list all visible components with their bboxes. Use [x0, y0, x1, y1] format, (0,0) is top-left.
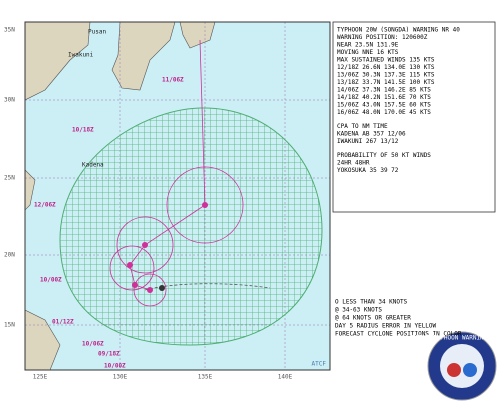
panel-line: 16/06Z 48.0N 170.0E 45 KTS	[337, 109, 431, 116]
lat-label: 25N	[4, 175, 15, 182]
lat-label: 15N	[4, 322, 15, 329]
legend-line: DAY 5 RADIUS ERROR IN YELLOW	[335, 323, 437, 330]
panel-line: 13/06Z 30.3N 137.3E 115 KTS	[337, 72, 435, 79]
track-label: 10/18Z	[72, 127, 94, 134]
legend-line: @ 34-63 KNOTS	[335, 307, 382, 314]
panel-header: PROBABILITY OF 50 KT WINDS	[337, 152, 431, 159]
panel-line: 14/06Z 37.3N 146.2E 85 KTS	[337, 87, 431, 94]
panel-line: 14/18Z 40.2N 151.6E 70 KTS	[337, 94, 431, 101]
track-label: 01/12Z	[52, 319, 74, 326]
map	[25, 22, 330, 370]
panel-line: NEAR 23.5N 131.9E	[337, 42, 399, 49]
legend-line: FORECAST CYCLONE POSITIONS IN COLOR	[335, 331, 462, 338]
logo	[427, 331, 497, 401]
track-label: 10/00Z	[40, 277, 62, 284]
panel-line: YOKOSUKA 35 39 72	[337, 167, 399, 174]
logo-text: JOINT TYPHOON WARNING CENTER	[411, 335, 500, 342]
panel-line: KADENA AB 357 12/06	[337, 131, 406, 138]
lat-label: 30N	[4, 97, 15, 104]
panel-line: WARNING POSITION: 120600Z	[337, 34, 428, 41]
panel-header: CPA TO NM TIME	[337, 123, 388, 130]
map-frame	[24, 21, 331, 371]
lon-label: 140E	[278, 374, 293, 381]
lon-label: 135E	[198, 374, 213, 381]
source-label: ATCF	[312, 361, 327, 368]
track-points	[127, 202, 208, 293]
track-label: 09/18Z	[98, 351, 120, 358]
place-label: Iwakuni	[68, 52, 94, 59]
land	[25, 169, 36, 211]
panel-line: 24HR 48HR	[337, 160, 370, 167]
panel-line: 15/06Z 43.0N 157.5E 60 KTS	[337, 102, 431, 109]
track-label: 12/06Z	[34, 202, 56, 209]
legend-line: @ 64 KNOTS OR GREATER	[335, 315, 411, 322]
lat-label: 35N	[4, 27, 15, 34]
danger-area	[59, 107, 323, 346]
panel-line: IWAKUNI 267 13/12	[337, 138, 399, 145]
panel-line: MAX SUSTAINED WINDS 135 KTS	[337, 57, 435, 64]
track-label: 10/00Z	[104, 363, 126, 370]
lon-label: 125E	[33, 374, 48, 381]
panel-line: 12/18Z 26.6N 134.0E 130 KTS	[337, 64, 435, 71]
track-label: 11/06Z	[162, 77, 184, 84]
lat-label: 20N	[4, 252, 15, 259]
panel-line: MOVING NNE 16 KTS	[337, 49, 399, 56]
land	[25, 22, 91, 101]
info-panel	[332, 21, 496, 213]
panel-line: 13/18Z 33.7N 141.5E 100 KTS	[337, 79, 435, 86]
place-label: Pusan	[88, 29, 106, 36]
track-label: 10/06Z	[82, 341, 104, 348]
land	[111, 22, 176, 91]
lon-label: 130E	[113, 374, 128, 381]
place-label: Kadena	[82, 162, 104, 169]
panel-title: TYPHOON 20W (SONGDA) WARNING NR 40	[337, 27, 460, 34]
legend-line: O LESS THAN 34 KNOTS	[335, 299, 408, 306]
